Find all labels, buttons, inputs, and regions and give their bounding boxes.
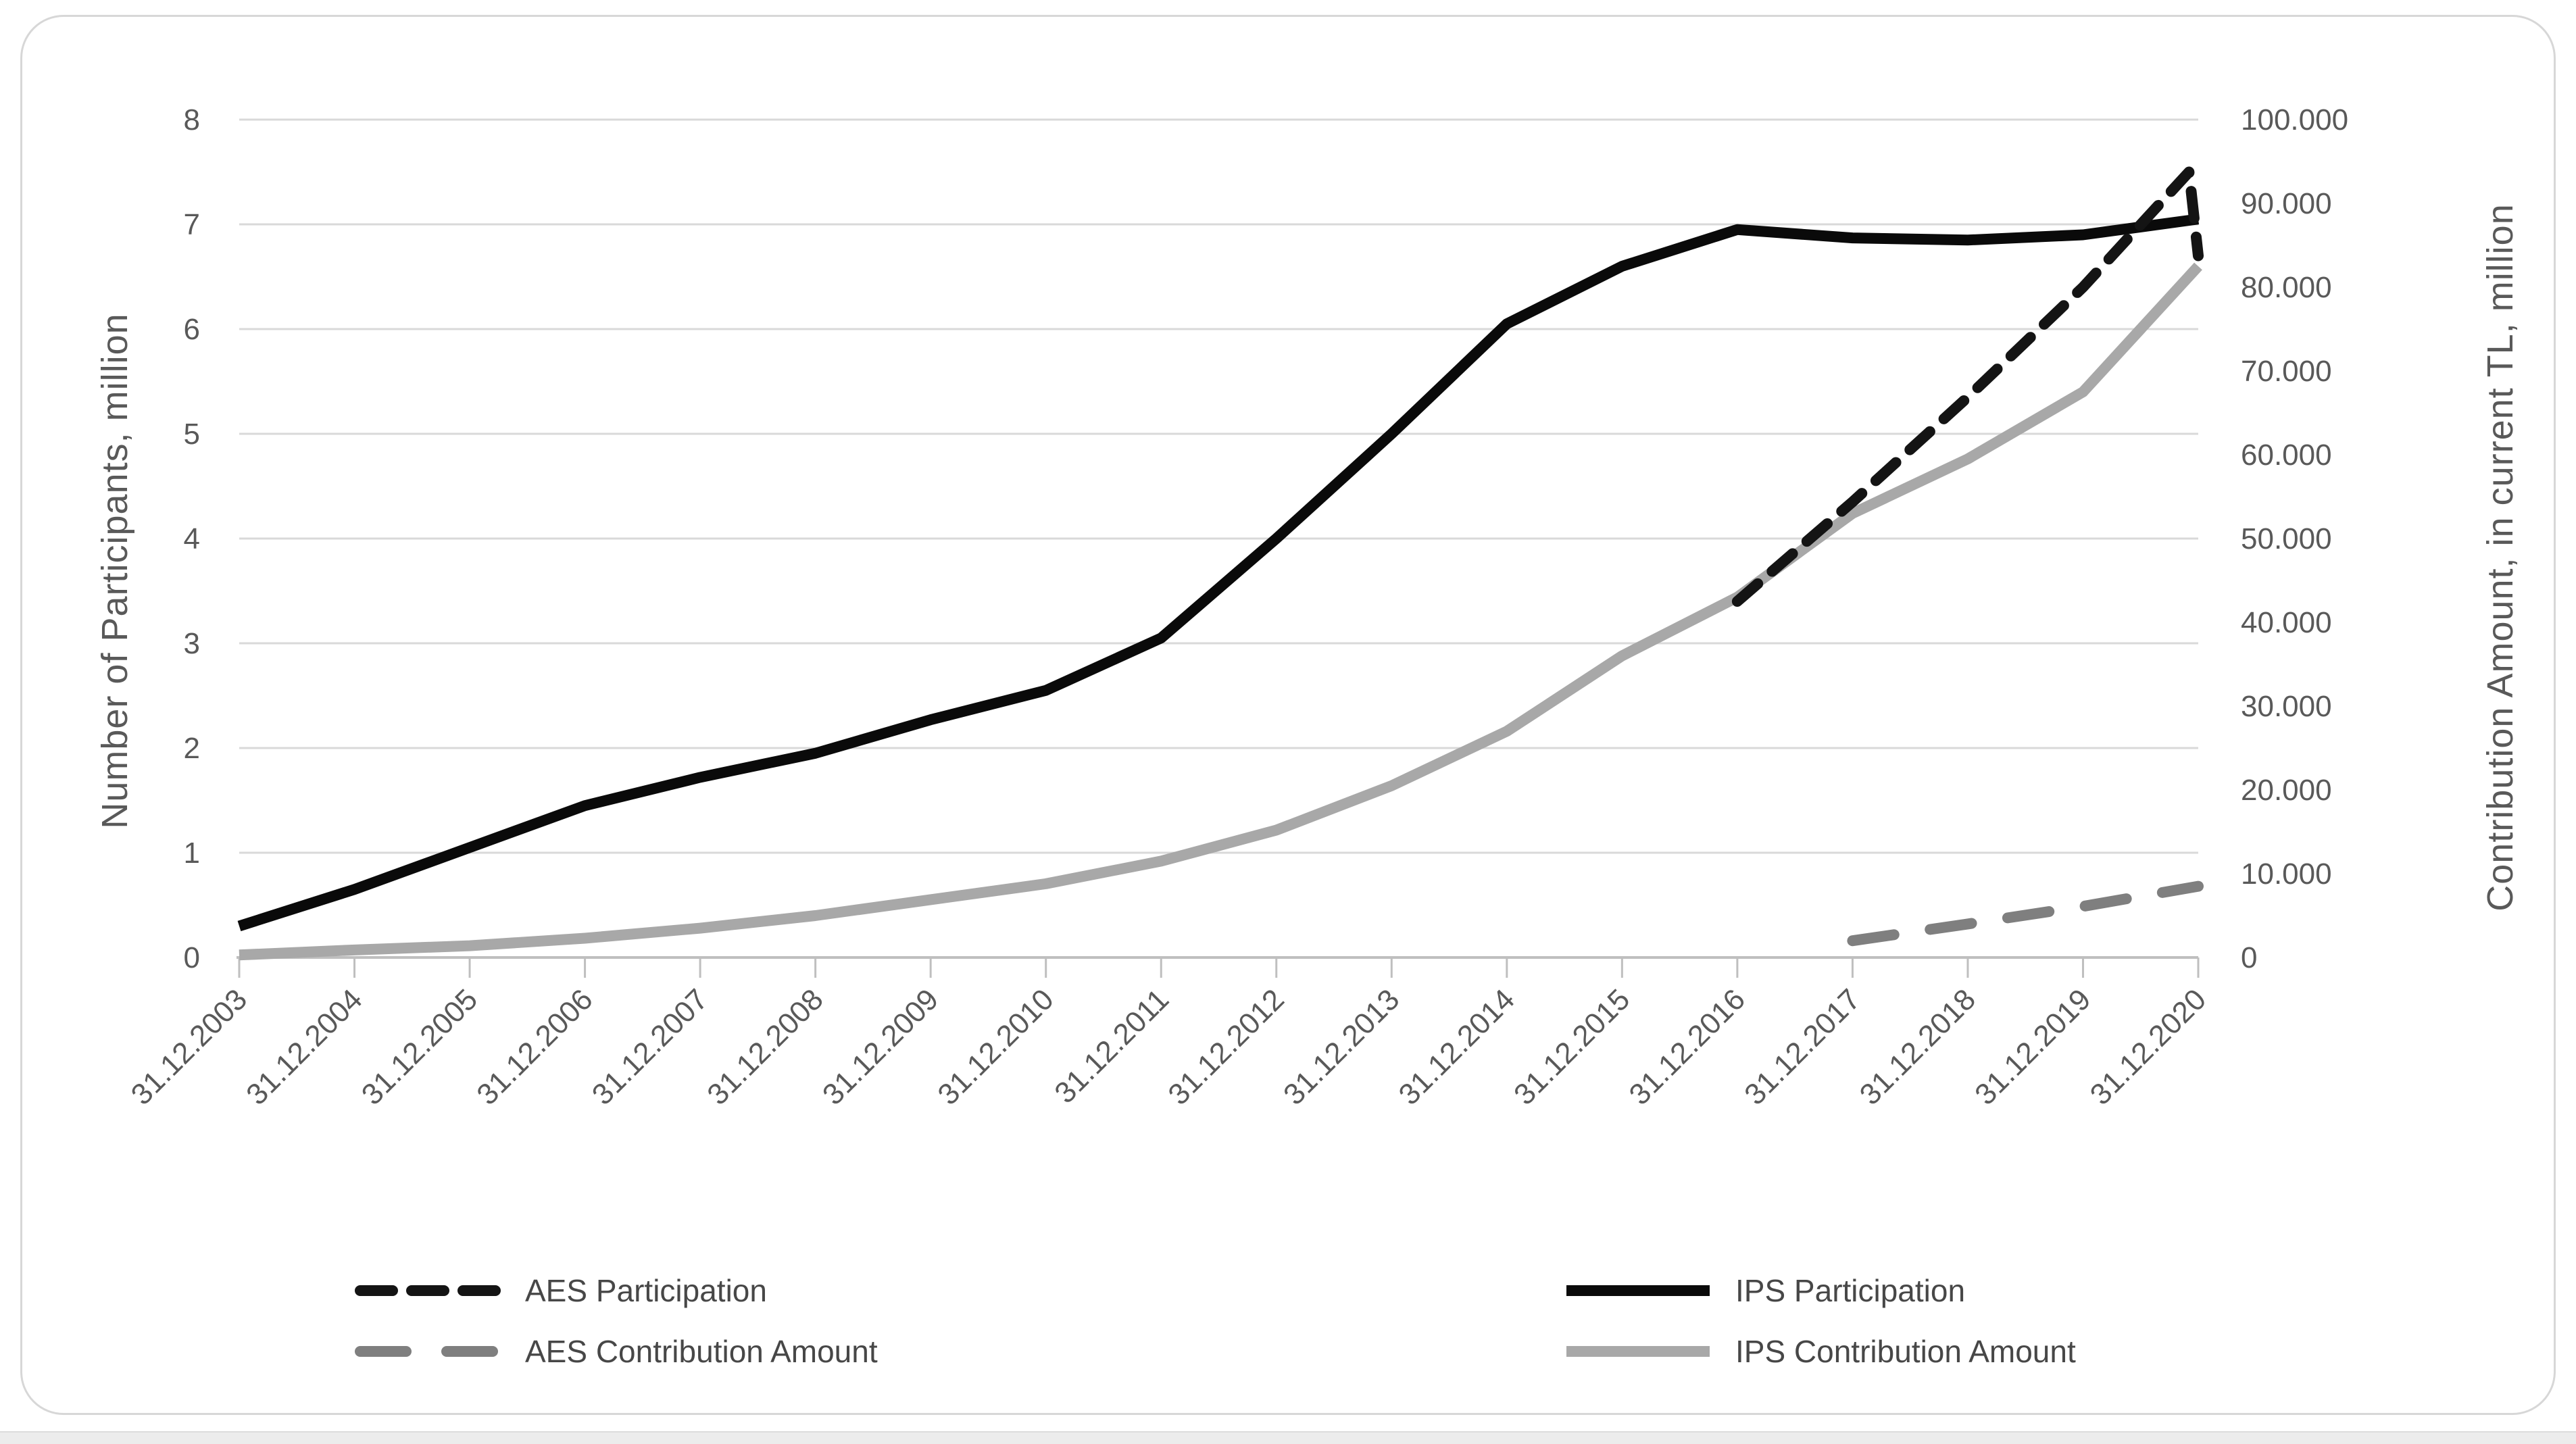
x-axis-label: 31.12.2017	[1738, 982, 1866, 1111]
x-axis-label: 31.12.2009	[816, 982, 945, 1111]
x-axis-label: 31.12.2004	[240, 982, 368, 1111]
y-left-tick-label: 3	[184, 627, 200, 660]
x-axis-label: 31.12.2010	[931, 982, 1060, 1111]
x-axis-label: 31.12.2008	[701, 982, 829, 1111]
legend-item-ips-participation: IPS Participation	[1564, 1270, 1965, 1311]
y-left-tick-label: 5	[184, 418, 200, 451]
y-right-tick-label: 60.000	[2241, 439, 2332, 472]
x-axis-label: 31.12.2007	[586, 982, 714, 1111]
y-right-tick-label: 30.000	[2241, 690, 2332, 723]
x-axis-label: 31.12.2018	[1854, 982, 1982, 1111]
left-axis-title: Number of Participants, million	[95, 313, 135, 829]
y-left-tick-label: 2	[184, 732, 200, 765]
x-axis-label: 31.12.2020	[2084, 982, 2212, 1111]
y-right-tick-label: 90.000	[2241, 187, 2332, 220]
y-right-tick-label: 70.000	[2241, 355, 2332, 388]
chart-card	[20, 15, 2556, 1415]
x-axis-label: 31.12.2016	[1623, 982, 1752, 1111]
x-axis-label: 31.12.2015	[1508, 982, 1636, 1111]
legend-label: IPS Participation	[1735, 1273, 1966, 1308]
y-right-tick-label: 50.000	[2241, 522, 2332, 555]
y-left-tick-label: 0	[184, 941, 200, 974]
y-right-tick-label: 40.000	[2241, 606, 2332, 639]
legend-label: AES Contribution Amount	[525, 1334, 878, 1369]
ips-contribution-swatch-icon	[1566, 1346, 1710, 1357]
aes-participation-swatch-icon	[355, 1285, 501, 1296]
legend-item-aes-contribution: AES Contribution Amount	[353, 1331, 878, 1372]
series-line-aes_contribution	[1847, 880, 2204, 947]
y-right-tick-label: 20.000	[2241, 774, 2332, 807]
legend-item-aes-participation: AES Participation	[353, 1270, 767, 1311]
y-left-tick-label: 7	[184, 208, 200, 241]
y-right-tick-label: 0	[2241, 941, 2257, 974]
ips-participation-swatch-icon	[1566, 1285, 1710, 1296]
legend-label: AES Participation	[525, 1273, 767, 1308]
y-left-tick-label: 4	[184, 522, 200, 555]
x-axis-label: 31.12.2003	[125, 982, 253, 1111]
x-axis-label: 31.12.2014	[1393, 982, 1521, 1111]
series-line-aes_participation	[1731, 166, 2204, 607]
y-left-tick-label: 8	[184, 103, 200, 136]
legend-label: IPS Contribution Amount	[1735, 1334, 2076, 1369]
x-axis-label: 31.12.2011	[1048, 982, 1175, 1110]
right-axis-title: Contribution Amount, in current TL, mill…	[2480, 203, 2521, 912]
x-axis-label: 31.12.2005	[355, 982, 484, 1111]
y-right-tick-label: 100.000	[2241, 103, 2348, 136]
legend-item-ips-contribution: IPS Contribution Amount	[1564, 1331, 2076, 1372]
page-bottom-strip	[0, 1431, 2576, 1444]
series-line-ips_participation	[237, 214, 2200, 932]
x-axis-label: 31.12.2006	[470, 982, 599, 1111]
y-right-tick-label: 10.000	[2241, 857, 2332, 891]
x-axis-label: 31.12.2013	[1277, 982, 1406, 1111]
y-left-tick-label: 1	[184, 837, 200, 870]
x-axis-label: 31.12.2019	[1968, 982, 2097, 1111]
series-line-ips_contribution	[239, 262, 2202, 961]
y-left-tick-label: 6	[184, 313, 200, 346]
y-right-tick-label: 80.000	[2241, 271, 2332, 304]
aes-contribution-swatch-icon	[355, 1346, 501, 1357]
x-axis-label: 31.12.2012	[1162, 982, 1290, 1111]
